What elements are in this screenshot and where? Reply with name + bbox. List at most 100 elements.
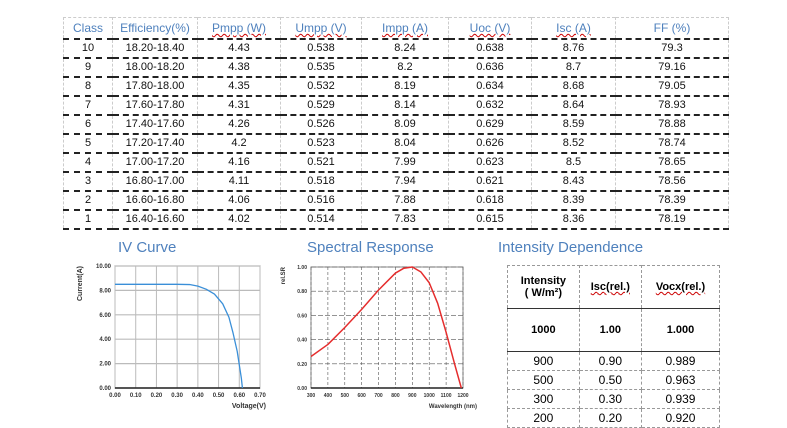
x-tick-label: 900 (408, 393, 417, 399)
table-cell: 0.623 (448, 153, 532, 173)
table-cell: 7 (63, 96, 113, 116)
table-cell: 4.16 (197, 153, 281, 173)
table-cell: 78.19 (615, 210, 729, 230)
table-cell: 8.43 (531, 172, 616, 192)
table-cell: 0.618 (448, 191, 532, 211)
intensity-cell: 200 (507, 408, 580, 428)
intensity-cell: 0.963 (640, 370, 721, 390)
table-cell: 0.615 (448, 210, 532, 230)
x-tick-label: 300 (307, 393, 316, 399)
table-cell: 0.514 (280, 210, 362, 230)
table-row: 9 18.00-18.20 4.38 0.535 8.2 0.636 8.7 79.16 (63, 58, 729, 78)
table-cell: 0.636 (448, 58, 532, 78)
table-row: 6 17.40-17.60 4.26 0.526 8.09 0.629 8.59 78.88 (63, 115, 729, 135)
table-cell: 18.00-18.20 (112, 58, 198, 78)
x-axis-label: Wavelength (nm) (429, 404, 477, 410)
table-cell: 5 (63, 134, 113, 154)
table-cell: 17.00-17.20 (112, 153, 198, 173)
intensity-cell: 0.939 (640, 389, 721, 409)
table-cell: 4.31 (197, 96, 281, 116)
intensity-cell: 0.50 (578, 370, 642, 390)
table-cell: 7.83 (361, 210, 449, 230)
cell-class-table: Class Efficiency(%) Pmpp (W) Umpp (V) Impp (… (63, 17, 729, 230)
intensity-cell: 500 (507, 370, 580, 390)
x-tick-label: 700 (374, 393, 383, 399)
intensity-cell: 900 (507, 351, 580, 371)
column-header: Impp (A) (361, 17, 449, 40)
table-cell: 16.80-17.00 (112, 172, 198, 192)
table-cell: 8.04 (361, 134, 449, 154)
table-cell: 78.88 (615, 115, 729, 135)
intensity-cell: 1000 (507, 308, 580, 352)
y-tick-label: 6.00 (99, 313, 111, 319)
table-cell: 3 (63, 172, 113, 192)
y-tick-label: 2.00 (99, 362, 111, 368)
table-cell: 4.2 (197, 134, 281, 154)
y-tick-label: 0.80 (297, 289, 307, 295)
table-row: 10 18.20-18.40 4.43 0.538 8.24 0.638 8.76 79.3 (63, 39, 729, 59)
x-axis-label: Voltage(V) (232, 403, 266, 410)
intensity-cell: 0.20 (578, 408, 642, 428)
x-tick-label: 1200 (457, 393, 468, 399)
table-cell: 79.16 (615, 58, 729, 78)
table-cell: 8.36 (531, 210, 616, 230)
x-tick-label: 500 (341, 393, 350, 399)
table-cell: 8.76 (531, 39, 616, 59)
table-cell: 9 (63, 58, 113, 78)
table-cell: 0.626 (448, 134, 532, 154)
column-header-label: Impp (A) (381, 21, 428, 35)
table-row: 5 17.20-17.40 4.2 0.523 8.04 0.626 8.52 78.74 (63, 134, 729, 154)
table-cell: 17.20-17.40 (112, 134, 198, 154)
table-cell: 0.532 (280, 77, 362, 97)
y-tick-label: 10.00 (96, 264, 112, 270)
intensity-row: 900 0.90 0.989 (507, 351, 721, 371)
x-tick-label: 1100 (441, 393, 452, 399)
table-row: 2 16.60-16.80 4.06 0.516 7.88 0.618 8.39 78.39 (63, 191, 729, 211)
x-tick-label: 0.00 (109, 393, 121, 399)
table-row: 1 16.40-16.60 4.02 0.514 7.83 0.615 8.36 78.19 (63, 210, 729, 230)
x-tick-label: 0.40 (192, 393, 204, 399)
table-cell: 0.632 (448, 96, 532, 116)
intensity-row: 200 0.20 0.920 (507, 408, 721, 428)
column-header-label: Uoc (V) (469, 21, 511, 35)
table-cell: 0.521 (280, 153, 362, 173)
intensity-cell: 0.90 (578, 351, 642, 371)
intensity-row: 500 0.50 0.963 (507, 370, 721, 390)
series-line (310, 266, 463, 389)
table-cell: 78.74 (615, 134, 729, 154)
column-header-label: Umpp (V) (295, 21, 347, 35)
column-header: Class (63, 17, 113, 40)
table-row: 7 17.60-17.80 4.31 0.529 8.14 0.632 8.64 78.93 (63, 96, 729, 116)
table-cell: 4 (63, 153, 113, 173)
y-tick-label: 0.00 (99, 386, 111, 392)
x-tick-label: 0.50 (213, 393, 225, 399)
y-tick-label: 4.00 (99, 337, 111, 343)
x-tick-label: 0.60 (233, 393, 245, 399)
x-tick-label: 1000 (424, 393, 435, 399)
table-cell: 8.24 (361, 39, 449, 59)
table-cell: 18.20-18.40 (112, 39, 198, 59)
table-cell: 0.529 (280, 96, 362, 116)
x-tick-label: 0.10 (130, 393, 142, 399)
table-cell: 8.64 (531, 96, 616, 116)
y-tick-label: 0.20 (297, 362, 307, 368)
table-cell: 1 (63, 210, 113, 230)
intensity-row: 1000 1.00 1.000 (507, 308, 721, 352)
table-cell: 0.621 (448, 172, 532, 192)
intensity-cell: 300 (507, 389, 580, 409)
table-cell: 8.59 (531, 115, 616, 135)
iv-curve-title: IV Curve (118, 239, 177, 256)
table-cell: 0.629 (448, 115, 532, 135)
table-cell: 8.09 (361, 115, 449, 135)
y-axis-label: rel.SR (281, 266, 287, 284)
x-tick-label: 0.70 (254, 393, 266, 399)
table-cell: 8.14 (361, 96, 449, 116)
y-axis-label: Current(A) (77, 266, 84, 301)
spectral-response-chart: 300 400 500 600 700 800 900 1000 1100 1200 0.00 0.2… (281, 265, 477, 410)
table-row: 8 17.80-18.00 4.35 0.532 8.19 0.634 8.68 79.05 (63, 77, 729, 97)
table-cell: 8.2 (361, 58, 449, 78)
table-cell: 8.5 (531, 153, 616, 173)
table-cell: 7.88 (361, 191, 449, 211)
y-tick-label: 1.00 (297, 265, 307, 271)
x-tick-label: 0.20 (151, 393, 163, 399)
